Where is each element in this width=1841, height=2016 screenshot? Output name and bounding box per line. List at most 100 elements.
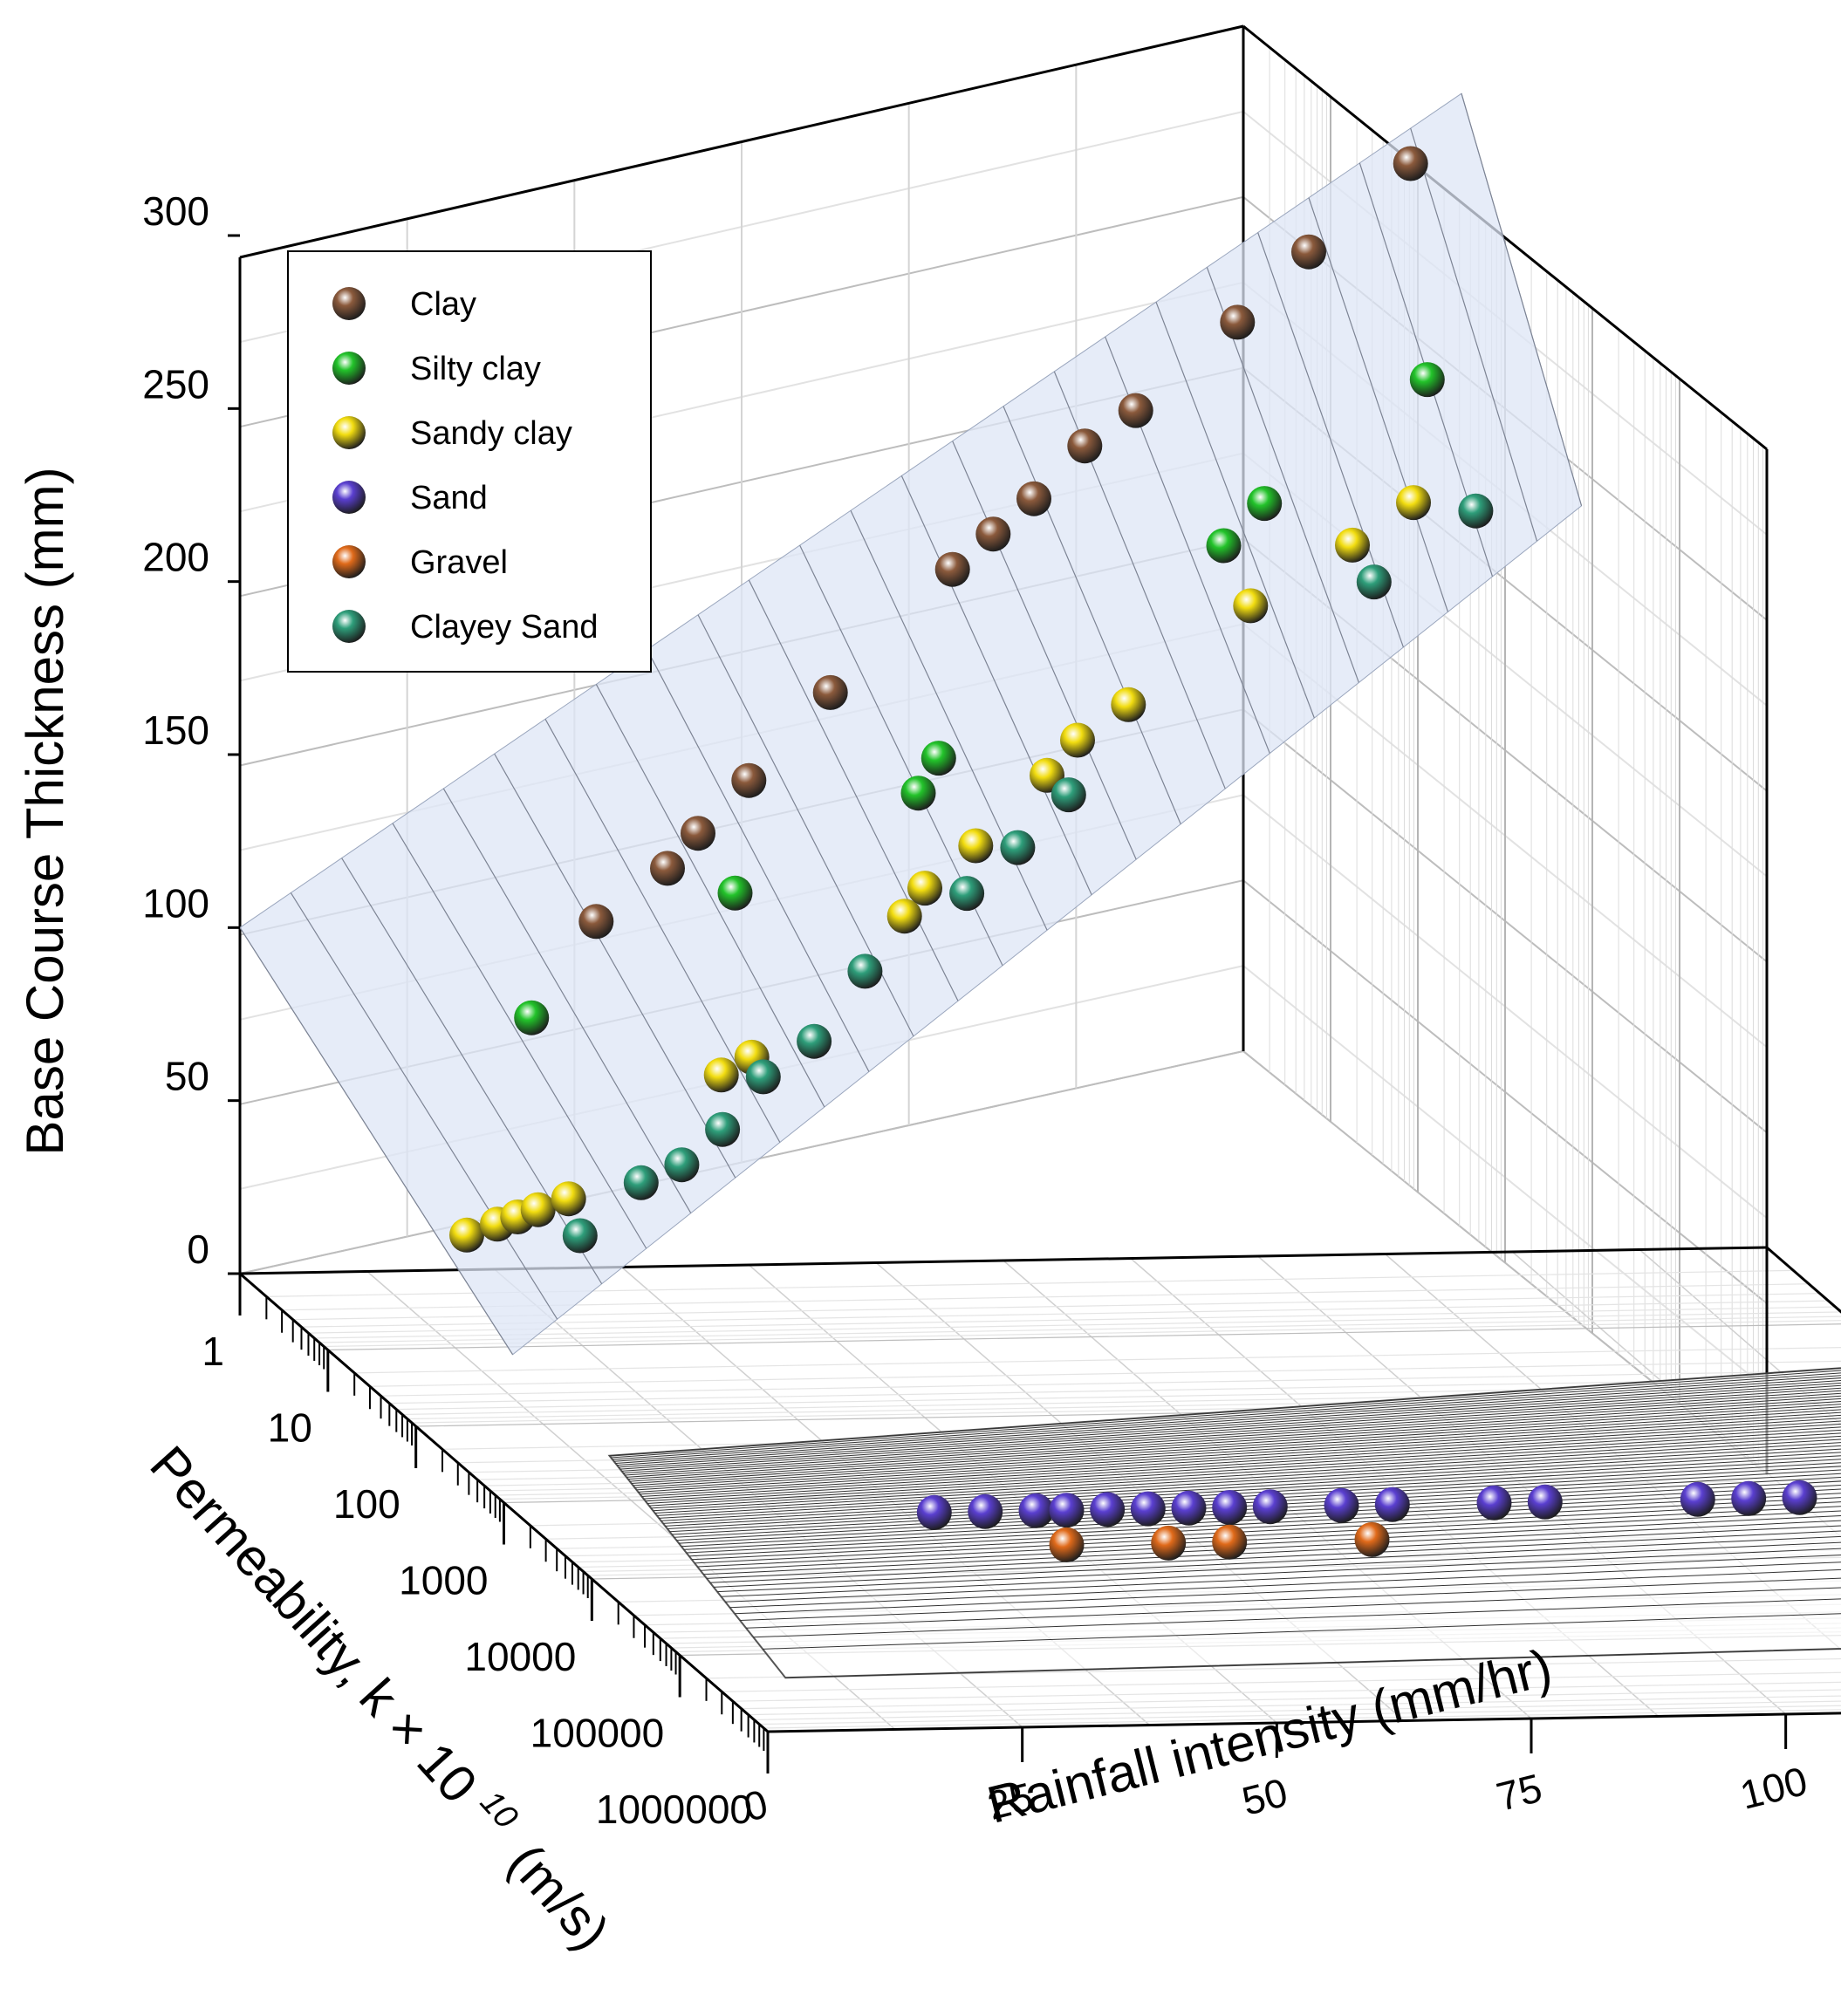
legend-label: Silty clay [410, 351, 541, 387]
data-point-clay [1016, 482, 1051, 516]
legend-label: Clay [410, 286, 476, 323]
data-point-sand [968, 1494, 1003, 1529]
y-axis-title-main: Permeability, k × 10 [139, 1435, 488, 1814]
data-point-silty-clay [718, 876, 753, 911]
y-axis-title-unit: (m/s) [497, 1833, 620, 1960]
data-point-sand [1090, 1492, 1125, 1527]
data-point-clayey-sand [624, 1165, 659, 1200]
data-point-sandy-clay [1233, 588, 1268, 623]
legend-marker [332, 352, 366, 385]
data-point-gravel [1355, 1522, 1390, 1557]
data-point-sand [1212, 1490, 1247, 1525]
data-point-gravel [1050, 1527, 1085, 1562]
y-tick-label: 1 [202, 1329, 224, 1374]
data-point-sandy-clay [887, 899, 922, 933]
legend-marker [332, 610, 366, 643]
data-point-sand [1477, 1486, 1512, 1521]
z-tick-label: 0 [187, 1227, 209, 1272]
y-tick-label: 100000 [530, 1711, 665, 1756]
data-point-clayey-sand [664, 1147, 699, 1182]
data-point-sandy-clay [1111, 687, 1146, 722]
data-point-sandy-clay [449, 1218, 484, 1253]
data-point-sand [1324, 1488, 1359, 1523]
data-point-sandy-clay [958, 829, 993, 864]
z-tick-label: 100 [142, 880, 209, 926]
data-point-clay [681, 816, 715, 851]
data-point-clay [975, 516, 1010, 551]
data-point-sandy-clay [1335, 528, 1370, 563]
data-point-sand [1131, 1492, 1166, 1527]
data-point-sandy-clay [521, 1193, 556, 1227]
data-point-sand [1050, 1493, 1085, 1527]
y-tick-label: 10000 [464, 1634, 576, 1679]
data-point-sand [1528, 1485, 1563, 1520]
data-point-clay [1119, 393, 1153, 428]
data-point-clay [650, 851, 685, 885]
legend: Clay Silty clay Sandy clay Sand Gravel Clayey… [288, 251, 651, 672]
data-point-clay [578, 904, 613, 939]
data-point-clay [935, 552, 970, 587]
data-point-clayey-sand [847, 953, 882, 988]
data-point-sandy-clay [704, 1057, 739, 1092]
z-tick-label: 200 [142, 535, 209, 580]
y-axis-title-exponent: 10 [473, 1784, 525, 1836]
data-point-sand [1783, 1480, 1817, 1515]
data-point-sandy-clay [907, 871, 942, 905]
data-point-sand [1172, 1491, 1207, 1526]
data-point-clayey-sand [949, 876, 984, 911]
data-point-sandy-clay [551, 1181, 586, 1216]
y-tick-label: 1000 [399, 1558, 488, 1603]
data-point-clay [1291, 235, 1326, 270]
data-point-clayey-sand [1051, 777, 1086, 812]
data-point-clayey-sand [1357, 564, 1392, 599]
legend-label: Sand [410, 480, 488, 516]
data-point-clay [1393, 147, 1428, 181]
x-tick-label: 50 [1237, 1769, 1291, 1824]
z-tick-label: 250 [142, 361, 209, 407]
legend-marker [332, 287, 366, 320]
y-tick-label: 10 [268, 1405, 312, 1451]
data-point-sandy-clay [1396, 485, 1431, 520]
data-point-silty-clay [1410, 362, 1445, 397]
data-point-sand [1731, 1481, 1766, 1516]
data-point-clayey-sand [563, 1219, 598, 1254]
legend-marker [332, 481, 366, 514]
data-point-clayey-sand [797, 1024, 832, 1059]
data-point-sand [917, 1495, 952, 1530]
x-tick-label: 75 [1492, 1765, 1546, 1820]
data-point-sandy-clay [1060, 723, 1095, 758]
data-point-clay [1220, 304, 1255, 339]
data-point-sand [1019, 1493, 1054, 1528]
data-point-clayey-sand [746, 1059, 781, 1094]
legend-marker [332, 416, 366, 449]
z-axis-title: Base Course Thickness (mm) [16, 467, 74, 1155]
data-point-silty-clay [1247, 486, 1282, 521]
data-point-sand [1253, 1489, 1288, 1524]
z-tick-label: 300 [142, 188, 209, 234]
data-point-clayey-sand [705, 1112, 740, 1147]
data-point-gravel [1151, 1526, 1186, 1561]
y-tick-label: 1000000 [596, 1787, 752, 1832]
data-point-silty-clay [514, 1001, 549, 1035]
legend-label: Gravel [410, 544, 508, 581]
data-point-sand [1680, 1482, 1715, 1517]
data-point-clay [1067, 428, 1102, 463]
z-tick-label: 50 [165, 1054, 209, 1099]
legend-label: Sandy clay [410, 415, 572, 452]
data-point-silty-clay [921, 741, 956, 776]
data-point-clay [731, 763, 766, 798]
legend-label: Clayey Sand [410, 609, 598, 646]
legend-marker [332, 545, 366, 578]
y-tick-label: 100 [333, 1481, 400, 1527]
data-point-silty-clay [901, 776, 936, 810]
data-point-gravel [1212, 1525, 1247, 1560]
data-point-silty-clay [1207, 529, 1242, 564]
data-point-clay [813, 675, 848, 710]
z-tick-label: 150 [142, 707, 209, 753]
data-point-sand [1375, 1487, 1410, 1522]
x-tick-label: 100 [1735, 1758, 1811, 1818]
data-point-clayey-sand [1000, 830, 1035, 865]
data-point-clayey-sand [1458, 494, 1493, 529]
